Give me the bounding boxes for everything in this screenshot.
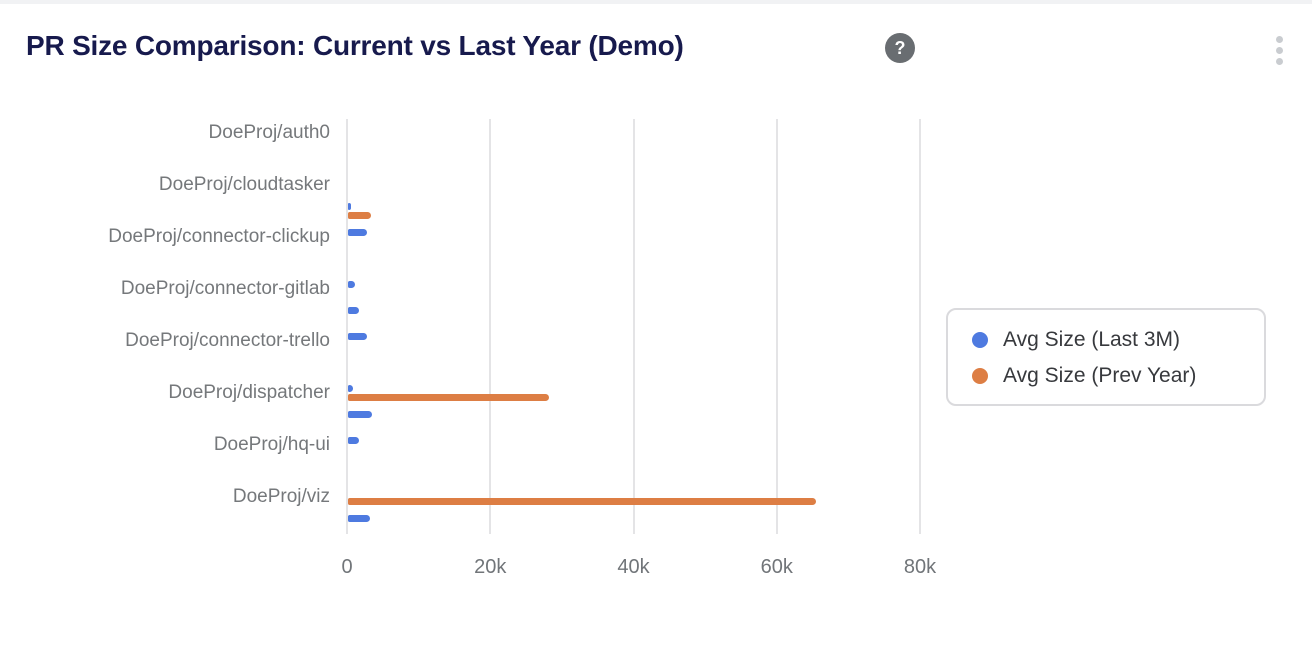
x-axis-tick-label: 40k xyxy=(617,556,650,578)
gridline-80k xyxy=(919,119,921,534)
legend-item-prev-year[interactable]: Avg Size (Prev Year) xyxy=(972,358,1264,394)
y-axis-category-label: DoeProj/hq-ui xyxy=(213,434,330,455)
gridline-0 xyxy=(346,119,348,534)
chart-legend: Avg Size (Last 3M) Avg Size (Prev Year) xyxy=(946,308,1266,406)
y-axis-category-label: DoeProj/auth0 xyxy=(208,122,330,143)
bar-last-3m xyxy=(348,515,371,522)
chart-title: PR Size Comparison: Current vs Last Year… xyxy=(26,30,684,61)
top-divider xyxy=(0,0,1312,4)
legend-label: Avg Size (Last 3M) xyxy=(1003,328,1181,351)
gridline-60k xyxy=(775,119,778,534)
y-axis-category-label: DoeProj/connector-trello xyxy=(125,330,330,351)
bar-prev-year xyxy=(348,394,549,401)
legend-dot-orange xyxy=(972,368,988,384)
bar-prev-year xyxy=(348,498,817,505)
gridline-40k xyxy=(632,119,635,534)
question-mark-glyph: ? xyxy=(894,37,906,58)
y-axis-category-label: DoeProj/dispatcher xyxy=(168,382,330,403)
kebab-menu-icon[interactable] xyxy=(1269,36,1289,65)
bar-last-3m xyxy=(348,307,359,314)
bar-prev-year xyxy=(348,212,371,219)
bar-last-3m xyxy=(348,281,356,288)
gridline-20k xyxy=(489,119,492,534)
bar-last-3m xyxy=(348,333,367,340)
kebab-dot xyxy=(1275,58,1283,65)
legend-item-last-3m[interactable]: Avg Size (Last 3M) xyxy=(972,322,1264,358)
y-axis-category-label: DoeProj/cloudtasker xyxy=(158,174,330,195)
bar-last-3m xyxy=(348,411,372,418)
x-axis-tick-label: 60k xyxy=(760,556,793,578)
legend-dot-blue xyxy=(972,332,988,348)
x-axis-tick-label: 20k xyxy=(474,556,507,578)
help-icon[interactable]: ? xyxy=(885,33,915,63)
bar-last-3m xyxy=(348,385,353,392)
y-axis-category-label: DoeProj/connector-gitlab xyxy=(120,278,330,299)
kebab-dot xyxy=(1275,47,1283,54)
y-axis-category-label: DoeProj/viz xyxy=(232,486,330,507)
bar-last-3m xyxy=(348,229,367,236)
x-axis-tick-label: 80k xyxy=(903,556,937,578)
legend-label: Avg Size (Prev Year) xyxy=(1003,364,1197,387)
kebab-dot xyxy=(1275,36,1283,43)
y-axis-category-label: DoeProj/connector-clickup xyxy=(108,226,330,247)
bar-last-3m xyxy=(348,437,359,444)
x-axis-tick-label: 0 xyxy=(341,556,353,578)
bar-last-3m xyxy=(348,203,351,210)
